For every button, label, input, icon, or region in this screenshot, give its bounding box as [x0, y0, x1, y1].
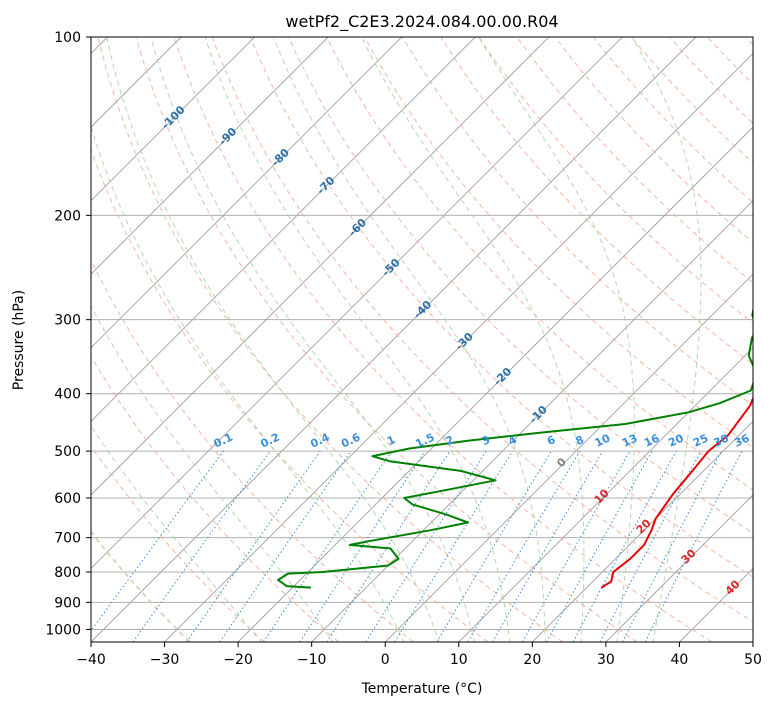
y-tick-label: 400 — [54, 387, 81, 403]
x-tick-label: 40 — [671, 652, 689, 668]
mixing-ratio-line — [186, 450, 321, 642]
mixing-ratio-line — [91, 450, 224, 632]
mixing-ratio-label: 36 — [732, 431, 752, 449]
x-tick-label: 30 — [597, 652, 615, 668]
x-tick-label: −30 — [150, 652, 180, 668]
mixing-ratio-line — [263, 450, 392, 642]
moist-adiabat — [91, 125, 405, 642]
moist-adiabat — [106, 37, 440, 642]
isotherm-line — [605, 494, 753, 642]
mixing-ratio-line — [394, 450, 514, 642]
profile-curves — [277, 306, 753, 589]
dry-adiabat — [135, 37, 638, 642]
dry-adiabat — [249, 37, 753, 578]
mixing-ratio-label: 20 — [666, 431, 686, 449]
dewpoint-profile — [277, 306, 753, 589]
temperature-profile — [600, 395, 753, 589]
isotherm-line — [91, 37, 256, 202]
dry-adiabat — [211, 37, 753, 623]
isotherm-line — [531, 420, 753, 642]
dry-adiabat — [402, 37, 753, 407]
dry-adiabat — [91, 530, 191, 642]
moist-adiabat — [272, 37, 546, 642]
dry-adiabat — [516, 37, 753, 284]
dry-adiabat — [91, 355, 340, 642]
x-tick-label: 0 — [381, 652, 390, 668]
y-tick-label: 200 — [54, 208, 81, 224]
x-tick-label: 50 — [744, 652, 762, 668]
isotherm-line — [91, 37, 550, 496]
moist-adiabat — [150, 37, 475, 642]
mixing-ratio-label: 10 — [593, 431, 613, 449]
moist-adiabat — [91, 424, 262, 642]
dry-adiabat — [630, 37, 753, 164]
y-tick-label: 600 — [54, 491, 81, 507]
y-tick-label: 300 — [54, 313, 81, 329]
mixing-ratio-line — [219, 450, 352, 642]
dry-adiabat — [173, 37, 713, 642]
mixing-ratio-line — [326, 450, 451, 642]
x-axis-label: Temperature (°C) — [361, 681, 483, 697]
dry-adiabat — [287, 37, 753, 534]
mixing-ratio-label: 30 — [712, 431, 732, 449]
mixing-ratio-line — [572, 450, 677, 642]
x-tick-label: 20 — [523, 652, 541, 668]
plot-frame — [90, 36, 754, 643]
y-tick-label: 1000 — [45, 622, 81, 638]
y-tick-label: 900 — [54, 595, 81, 611]
dry-adiabat — [91, 258, 414, 642]
mixing-ratio-line — [299, 450, 426, 642]
y-tick-label: 700 — [54, 531, 81, 547]
x-tick-label: −10 — [297, 652, 327, 668]
isotherm-line — [164, 52, 753, 642]
isotherm-line — [91, 37, 623, 570]
isotherm-line — [237, 126, 753, 642]
y-axis: 100 200 300 400 500 600 700 800 900 1000 — [45, 30, 91, 638]
x-tick-label: 10 — [450, 652, 468, 668]
y-tick-label: 800 — [54, 565, 81, 581]
dry-adiabat — [440, 37, 753, 365]
mixing-ratio-line — [644, 450, 743, 642]
moist-adiabat — [361, 37, 585, 642]
chart-title: wetPf2_C2E3.2024.084.00.00.R04 — [285, 12, 558, 32]
isotherm-line — [91, 37, 697, 642]
mixing-ratio-label: 13 — [620, 432, 639, 450]
dry-adiabat — [97, 37, 563, 642]
mixing-ratio-line — [132, 450, 271, 642]
y-tick-label: 500 — [54, 444, 81, 460]
y-axis-label: Pressure (hPa) — [11, 290, 27, 390]
x-tick-label: −40 — [76, 652, 106, 668]
x-axis: −40 −30 −20 −10 0 10 20 30 40 50 — [76, 642, 762, 668]
mixing-ratio-label: 25 — [691, 432, 710, 450]
isotherm-line — [91, 37, 403, 349]
isotherm-line — [458, 347, 753, 642]
mixing-ratio-line — [522, 450, 631, 642]
dry-adiabat — [554, 37, 753, 244]
x-tick-label: −20 — [223, 652, 253, 668]
isotherm-line — [91, 37, 329, 275]
mixing-ratio-line — [546, 450, 653, 642]
y-tick-label: 100 — [54, 30, 81, 46]
isotherm-line — [384, 273, 753, 642]
moist-adiabat — [478, 37, 635, 642]
dry-adiabat — [478, 37, 753, 324]
mixing-ratio-label: 16 — [642, 431, 662, 449]
background-lines — [91, 37, 753, 642]
isotherm-line — [91, 37, 476, 423]
